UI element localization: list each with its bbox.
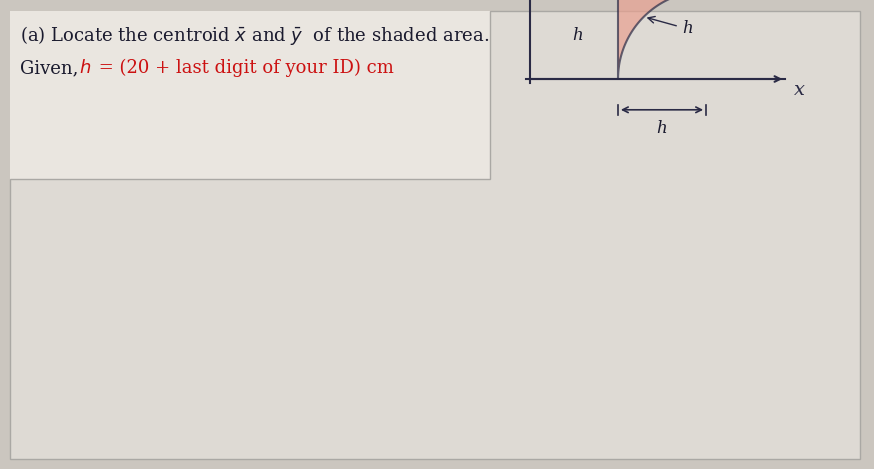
Text: x: x [794,81,805,99]
Text: h: h [656,120,668,137]
Text: $h$: $h$ [79,59,91,77]
Text: h: h [572,27,583,44]
Text: Given,: Given, [20,59,84,77]
Text: = (20 + last digit of your ID) cm: = (20 + last digit of your ID) cm [93,59,394,77]
Text: (a) Locate the centroid $\bar{x}$ and $\bar{y}$  of the shaded area.: (a) Locate the centroid $\bar{x}$ and $\… [20,24,489,47]
Text: h: h [648,16,692,37]
Polygon shape [10,11,490,179]
Polygon shape [10,11,860,459]
Polygon shape [618,0,706,79]
